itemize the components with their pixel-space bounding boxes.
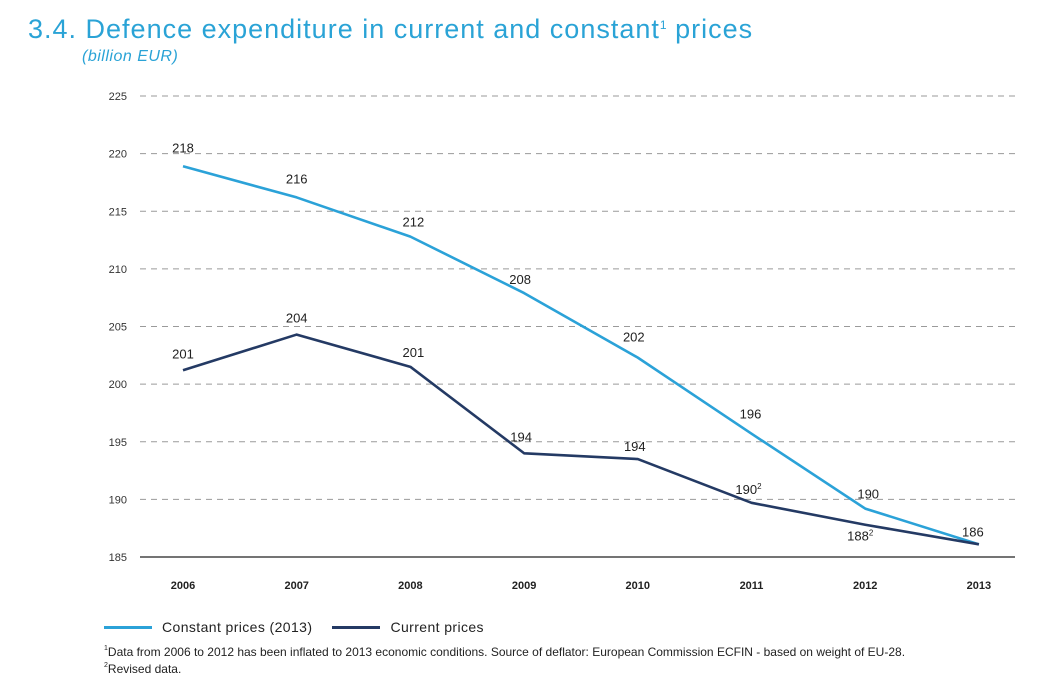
y-tick-label-190: 190 [109, 494, 127, 506]
line-chart: 185 190 195 200 205 210 215 220 225 2006 2007 2008 2… [109, 91, 1015, 592]
x-tick-label-2011: 2011 [740, 580, 764, 592]
data-label-constant-prices-2007: 216 [286, 171, 308, 186]
legend-label-constant-prices: Constant prices (2013) [162, 619, 313, 635]
data-label-current-prices-2008: 201 [403, 345, 425, 360]
y-tick-label-185: 185 [109, 552, 127, 564]
series-line-constant-prices [182, 165, 980, 546]
chart-title-footnote-mark: 1 [659, 18, 667, 32]
data-label-constant-prices-2006: 218 [172, 140, 194, 155]
legend-item-current-prices: Current prices [332, 619, 484, 635]
data-label-constant-prices-2010: 202 [623, 330, 645, 345]
grid-layer [140, 95, 1015, 500]
footnote-1-text: Data from 2006 to 2012 has been inflated… [107, 645, 906, 659]
data-label-current-prices-2011: 1902 [735, 482, 762, 497]
chart-title: 3.4. Defence expenditure in current and … [28, 14, 753, 45]
x-tick-label-2008: 2008 [398, 580, 422, 592]
footnote-2-text: Revised data. [107, 662, 182, 676]
x-tick-label-2006: 2006 [171, 580, 195, 592]
data-label-current-prices-2007: 204 [286, 311, 308, 326]
x-tick-label-2012: 2012 [853, 580, 877, 592]
data-label-current-prices-2009: 194 [510, 429, 532, 444]
data-label-current-prices-2010: 194 [624, 439, 646, 454]
data-label-constant-prices-2008: 212 [403, 215, 425, 230]
y-tick-label-200: 200 [109, 379, 127, 391]
y-tick-label-205: 205 [109, 322, 127, 334]
data-label-constant-prices-2013: 186 [962, 524, 984, 539]
y-tick-label-220: 220 [109, 149, 127, 161]
y-tick-label-215: 215 [109, 206, 127, 218]
data-label-current-prices-2012: 1882 [847, 529, 874, 544]
chart-title-end: prices [666, 14, 754, 44]
y-tick-label-225: 225 [109, 91, 127, 103]
series-line-current-prices [182, 333, 980, 546]
data-label-constant-prices-2012: 190 [857, 487, 879, 502]
legend-swatch-constant-prices [104, 625, 152, 629]
data-label-constant-prices-2011: 196 [740, 407, 762, 422]
y-tick-label-210: 210 [109, 264, 127, 276]
label-layer: 218 216 212 208 202 196 190 186 201 204 201 194 194 1… [172, 140, 984, 543]
footnote-2: 2Revised data. [104, 662, 181, 676]
chart-legend: Constant prices (2013) Current prices [104, 619, 504, 635]
x-tick-label-2007: 2007 [284, 580, 308, 592]
x-tick-label-2009: 2009 [512, 580, 536, 592]
footnote-2-mark: 2 [104, 662, 108, 669]
legend-swatch-current-prices [332, 625, 381, 629]
x-tick-label-2010: 2010 [626, 580, 650, 592]
y-tick-label-195: 195 [109, 437, 127, 449]
legend-label-current-prices: Current prices [390, 619, 484, 635]
legend-item-constant-prices: Constant prices (2013) [104, 619, 312, 635]
axis-layer: 185 190 195 200 205 210 215 220 225 2006 2007 2008 2… [109, 91, 1015, 592]
chart-title-text: 3.4. Defence expenditure in current and … [28, 14, 660, 44]
data-label-constant-prices-2009: 208 [509, 272, 531, 287]
series-layer [182, 165, 980, 546]
chart-subtitle: (billion EUR) [82, 48, 179, 65]
footnote-1-mark: 1 [104, 645, 108, 652]
data-label-current-prices-2006: 201 [172, 346, 194, 361]
footnote-1: 1Data from 2006 to 2012 has been inflate… [104, 645, 905, 659]
x-tick-label-2013: 2013 [967, 580, 991, 592]
